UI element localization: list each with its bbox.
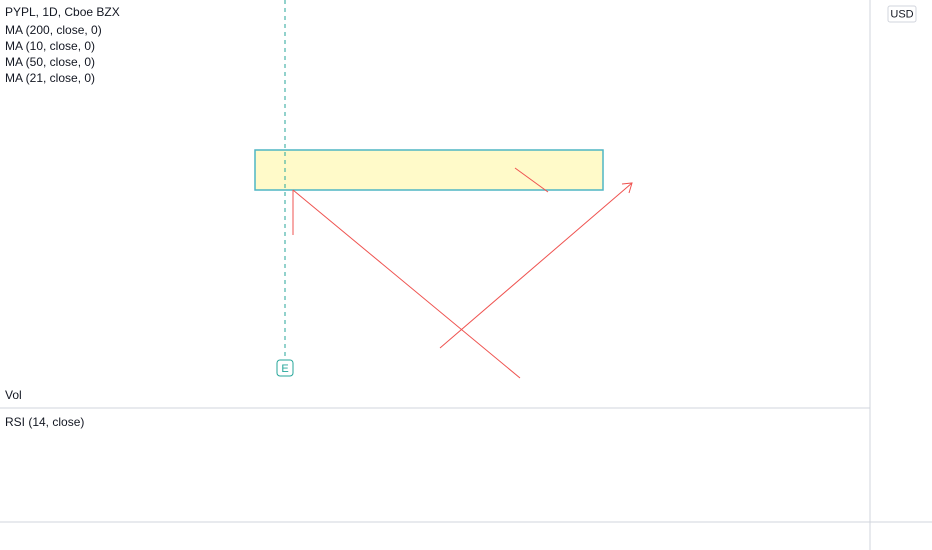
indicator-label: MA (200, close, 0) bbox=[5, 23, 102, 37]
zone-box bbox=[254, 149, 604, 191]
earnings-marker: E bbox=[276, 359, 294, 377]
symbol-title: PYPL, 1D, Cboe BZX bbox=[5, 5, 120, 19]
header: PYPL, 1D, Cboe BZX MA (200, close, 0) MA… bbox=[5, 5, 917, 429]
indicator-label: MA (21, close, 0) bbox=[5, 71, 95, 85]
indicator-label: MA (50, close, 0) bbox=[5, 55, 95, 69]
trend-line bbox=[514, 167, 549, 193]
marker-label: E bbox=[281, 363, 288, 375]
arrow-head bbox=[621, 182, 633, 194]
volume-label: Vol bbox=[5, 388, 22, 402]
currency-box[interactable] bbox=[887, 5, 917, 23]
trend-arrow bbox=[439, 182, 633, 349]
drawings bbox=[254, 0, 633, 379]
rsi-label: RSI (14, close) bbox=[5, 415, 84, 429]
indicator-label: MA (10, close, 0) bbox=[5, 39, 95, 53]
currency: USD bbox=[890, 8, 913, 20]
trend-line bbox=[292, 189, 521, 379]
marker-box bbox=[276, 359, 294, 377]
